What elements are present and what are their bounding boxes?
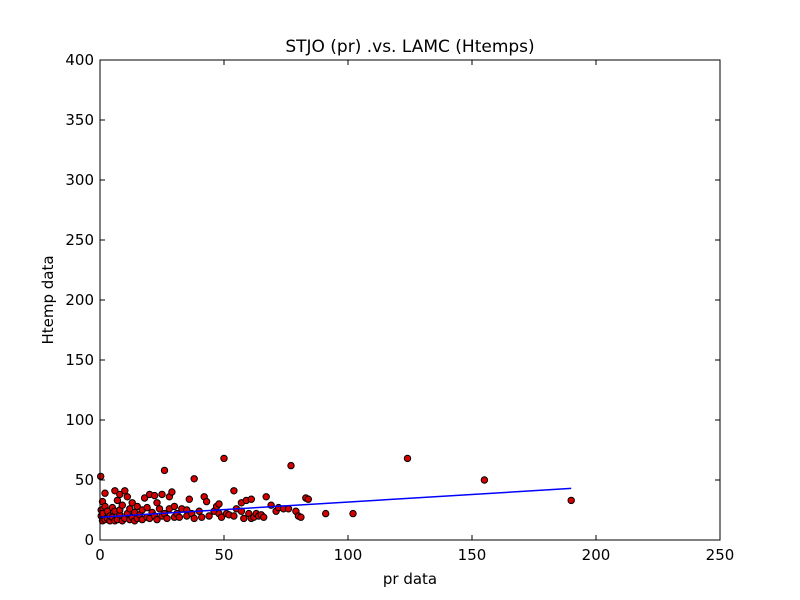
x-tick-label: 100 [334, 546, 363, 564]
data-point [190, 475, 198, 483]
data-point [220, 454, 228, 463]
data-point [322, 509, 330, 518]
data-point [215, 500, 223, 508]
data-point [140, 494, 149, 502]
data-point [133, 502, 141, 511]
y-tick-label: 200 [65, 291, 94, 309]
y-tick-label: 350 [65, 111, 94, 129]
data-point [118, 501, 127, 509]
y-tick-label: 0 [84, 531, 94, 549]
data-point [158, 490, 166, 499]
data-point [170, 502, 179, 511]
data-point [101, 489, 109, 497]
plot-frame [99, 59, 721, 541]
data-point [123, 493, 132, 501]
data-point [349, 509, 357, 518]
data-point [163, 514, 171, 523]
data-point [240, 514, 248, 523]
data-point [567, 496, 575, 505]
data-point [403, 454, 412, 463]
y-tick-label: 50 [75, 471, 94, 489]
x-tick-label: 50 [214, 546, 233, 564]
data-point [155, 505, 164, 513]
data-point [205, 512, 213, 520]
fit-line [99, 487, 572, 518]
data-point [175, 513, 184, 521]
y-tick-label: 150 [65, 351, 94, 369]
data-point [247, 495, 256, 503]
data-point [97, 472, 105, 481]
data-point [230, 512, 238, 520]
data-point [217, 513, 226, 521]
data-point [297, 513, 305, 521]
data-point [128, 499, 136, 507]
data-point [160, 466, 169, 475]
data-point [262, 493, 270, 501]
plot-area [97, 454, 575, 525]
y-tick-label: 100 [65, 411, 94, 429]
data-point [143, 503, 151, 512]
y-tick-label: 250 [65, 231, 94, 249]
y-axis: 0 50 100 150 200 250 300 350 400 [65, 51, 720, 549]
data-point [230, 487, 238, 495]
data-point [185, 495, 194, 503]
chart-title: STJO (pr) .vs. LAMC (Htemps) [285, 37, 534, 57]
x-tick-label: 250 [706, 546, 735, 564]
y-tick-label: 400 [65, 51, 94, 69]
data-point [121, 487, 129, 495]
x-tick-label: 150 [458, 546, 487, 564]
y-axis-label: Htemp data [39, 255, 57, 344]
data-point [111, 487, 119, 495]
data-point [304, 495, 312, 503]
data-point [260, 513, 268, 521]
x-tick-label: 200 [582, 546, 611, 564]
data-point [168, 488, 176, 496]
y-tick-label: 300 [65, 171, 94, 189]
x-tick-label: 0 [95, 546, 105, 564]
data-point [153, 499, 161, 507]
data-point [287, 461, 295, 470]
data-point [202, 497, 211, 506]
x-axis: 0 50 100 150 200 250 [95, 60, 734, 564]
data-point [190, 514, 198, 523]
data-point [480, 476, 489, 484]
data-point [153, 515, 161, 524]
data-point [150, 491, 159, 500]
data-point [198, 513, 206, 521]
x-axis-label: pr data [383, 570, 437, 588]
data-point [116, 490, 124, 499]
